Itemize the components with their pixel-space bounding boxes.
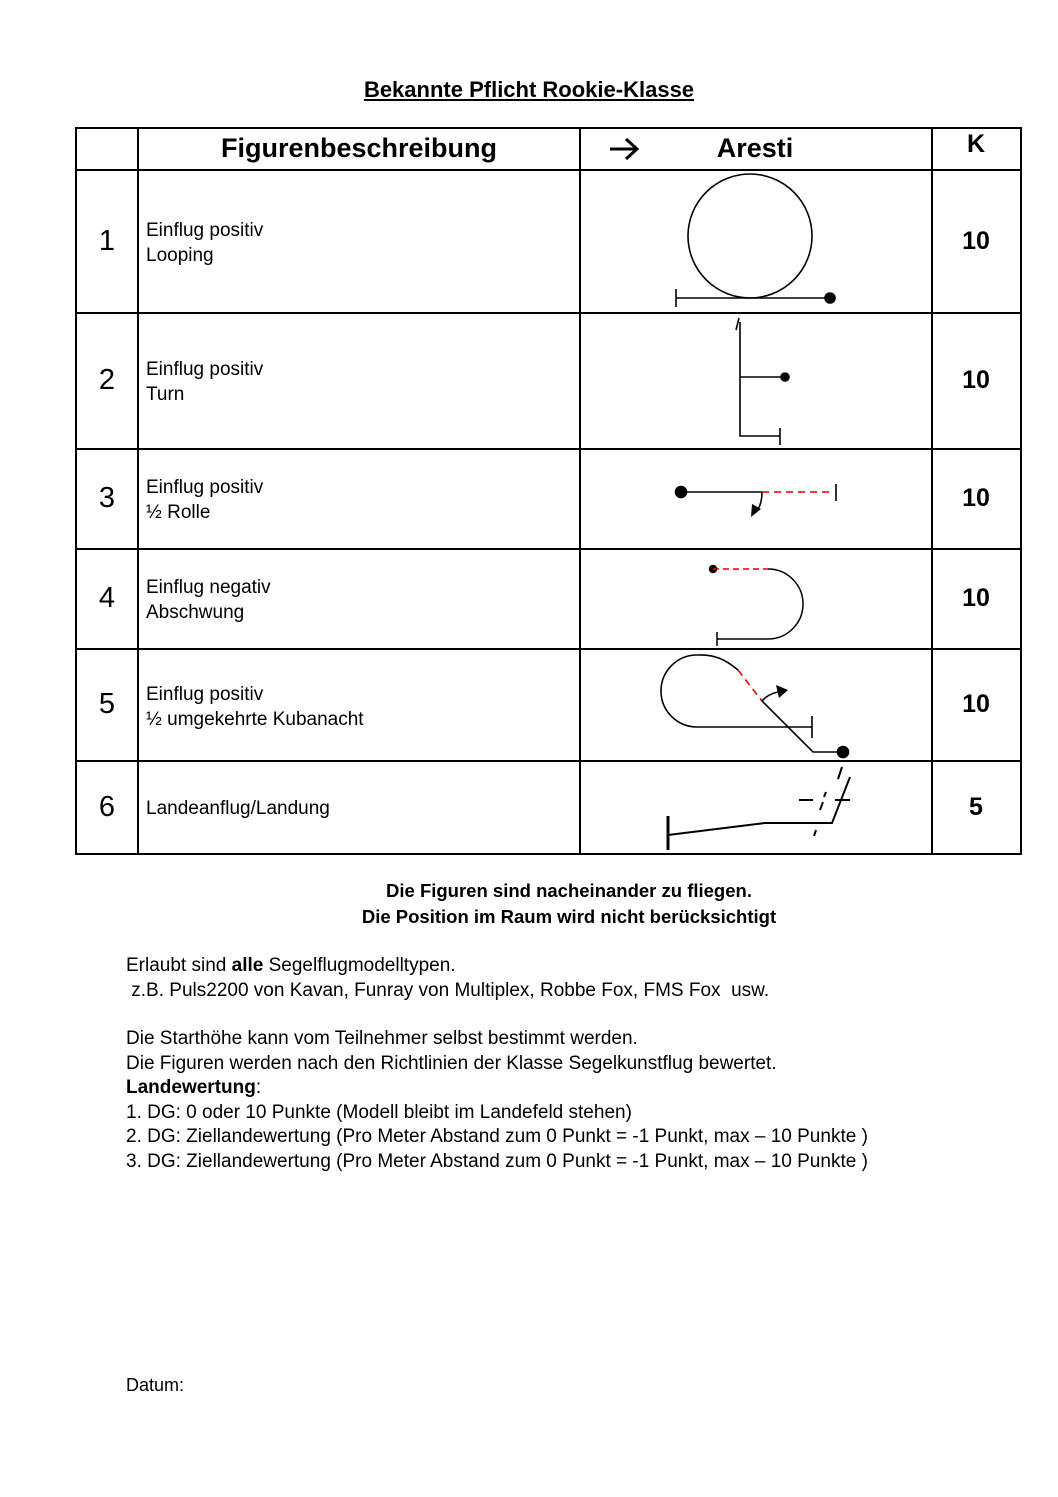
examples-line: z.B. Puls2200 von Kavan, Funray von Mult… (126, 979, 770, 1001)
figure-name: ½ Rolle (146, 502, 211, 523)
aresti-cuban-eight-figure (660, 654, 850, 759)
landing-heading: Landewertung: (126, 1076, 868, 1101)
notes: Die Figuren sind nacheinander zu fliegen… (0, 878, 1058, 930)
emphasis: alle (231, 955, 264, 976)
entry-line: Einflug positiv (146, 684, 264, 705)
row-number: 2 (98, 364, 116, 396)
row-k-factor: 5 (969, 793, 983, 821)
row-number: 4 (98, 582, 116, 614)
text: Segelflugmodelltypen. (263, 955, 456, 976)
row-k-factor: 10 (962, 366, 990, 394)
row-k-factor: 10 (962, 227, 990, 255)
right-arrow-icon (610, 137, 640, 161)
row-k-factor: 10 (962, 584, 990, 612)
table-lines (75, 127, 1022, 855)
rules-line: Die Figuren werden nach den Richtlinien … (126, 1052, 777, 1074)
header-description: Figurenbeschreibung (220, 133, 498, 163)
rules-text: Erlaubt sind alle Segelflugmodelltypen. … (126, 954, 868, 1174)
figure-name: Turn (146, 384, 185, 405)
aresti-half-roll-figure (674, 484, 837, 517)
aresti-landing-figure (666, 766, 851, 850)
start-line: Die Starthöhe kann vom Teilnehmer selbst… (126, 1028, 638, 1049)
row-description: Einflug positiv Looping (146, 218, 263, 268)
row-number: 3 (98, 482, 116, 514)
allowed-line: Erlaubt sind alle Segelflugmodelltypen. (126, 954, 868, 979)
landing-label: Landewertung (126, 1077, 256, 1098)
row-number: 1 (98, 225, 116, 257)
note-line: Die Figuren sind nacheinander zu fliegen… (386, 880, 752, 901)
aresti-looping-figure (675, 173, 836, 307)
row-k-factor: 10 (962, 690, 990, 718)
text: Erlaubt sind (126, 955, 232, 976)
aresti-abschwung-figure (708, 564, 804, 646)
date-label: Datum: (126, 1375, 185, 1395)
figure-name: ½ umgekehrte Kubanacht (146, 709, 364, 730)
row-description: Einflug positiv ½ Rolle (146, 475, 263, 525)
row-k-factor: 10 (962, 484, 990, 512)
colon: : (255, 1077, 262, 1098)
landing-item: 3. DG: Ziellandewertung (Pro Meter Absta… (126, 1150, 868, 1172)
row-number: 5 (98, 688, 116, 720)
row-description: Einflug positiv ½ umgekehrte Kubanacht (146, 682, 364, 732)
header-k: K (966, 130, 986, 158)
row-number: 6 (98, 791, 116, 823)
entry-line: Einflug positiv (146, 220, 264, 241)
row-description: Landeanflug/Landung (146, 796, 330, 821)
note-line: Die Position im Raum wird nicht berücksi… (361, 906, 777, 927)
entry-line: Einflug negativ (146, 577, 271, 598)
landing-item: 2. DG: Ziellandewertung (Pro Meter Absta… (126, 1126, 868, 1147)
entry-line: Einflug positiv (146, 477, 264, 498)
header-aresti: Aresti (716, 133, 794, 163)
entry-line: Landeanflug/Landung (146, 798, 330, 819)
figure-name: Looping (146, 245, 214, 266)
page-title: Bekannte Pflicht Rookie-Klasse (363, 77, 695, 102)
row-description: Einflug negativ Abschwung (146, 575, 271, 625)
aresti-turn-figure (735, 317, 790, 445)
entry-line: Einflug positiv (146, 359, 264, 380)
row-description: Einflug positiv Turn (146, 357, 263, 407)
figure-name: Abschwung (146, 602, 245, 623)
landing-item: 1. DG: 0 oder 10 Punkte (Modell bleibt i… (126, 1101, 632, 1123)
